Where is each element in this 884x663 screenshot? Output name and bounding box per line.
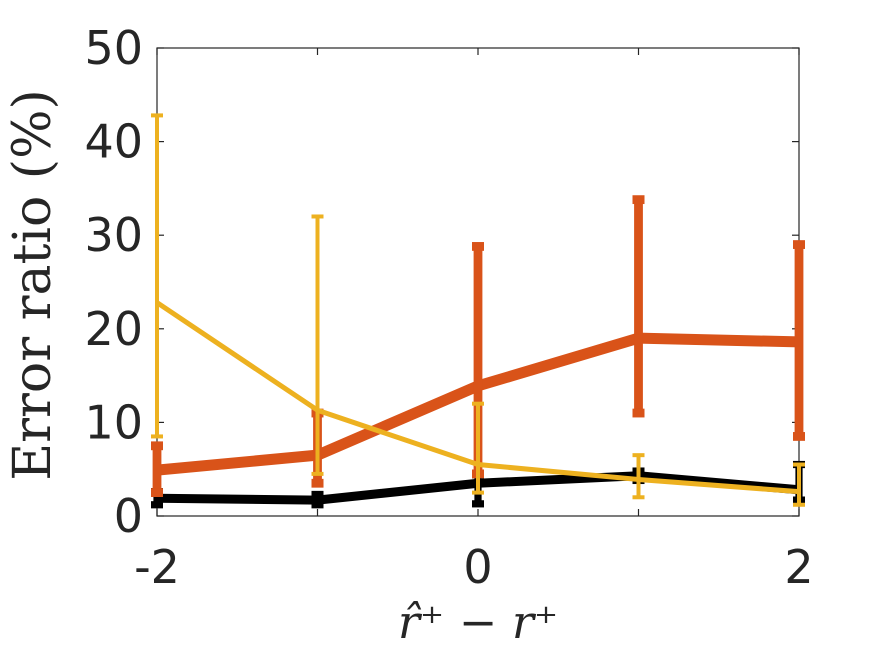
error-bar <box>151 441 163 498</box>
x-tick-label: -2 <box>134 540 180 594</box>
series-2 <box>151 113 805 507</box>
y-tick-label: 10 <box>84 395 143 449</box>
error-bar <box>793 240 805 441</box>
series-layer <box>151 113 805 509</box>
error-bar <box>151 113 163 439</box>
y-tick-label: 40 <box>84 115 143 169</box>
x-tick-label: 2 <box>784 540 813 594</box>
y-tick-label: 0 <box>114 489 143 543</box>
error-bar <box>632 453 645 500</box>
y-tick-label: 50 <box>84 21 143 75</box>
error-bar <box>793 462 805 507</box>
x-tick-label: 0 <box>463 540 492 594</box>
y-tick-label: 20 <box>84 302 143 356</box>
y-axis-label: Error ratio (%) <box>3 89 63 481</box>
error-bar <box>632 195 645 418</box>
y-tick-label: 30 <box>84 208 143 262</box>
x-axis-label: r̂⁺ − r⁺ <box>398 595 558 649</box>
error-bar <box>311 490 324 509</box>
error-bar <box>311 214 324 476</box>
error-bar <box>472 401 484 495</box>
